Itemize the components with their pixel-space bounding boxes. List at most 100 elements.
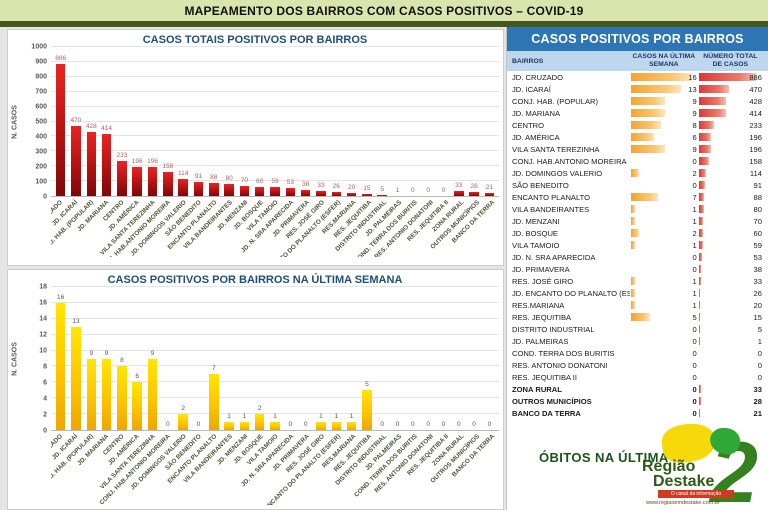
total-cases-cell: 196 [698, 143, 763, 155]
bar-value-label: 38 [302, 181, 310, 189]
total-data-bar [698, 384, 701, 394]
week-cases-value: 0 [692, 324, 697, 334]
bar-slot: 0 [421, 287, 436, 430]
week-data-bar [630, 240, 635, 250]
bar [270, 187, 280, 196]
bar-slot: 0 [298, 287, 313, 430]
bar-slot: 0 [390, 287, 405, 430]
total-cases-value: 470 [749, 84, 762, 94]
bar-slot: 5 [375, 47, 390, 196]
total-cases-value: 158 [749, 156, 762, 166]
y-axis-tick: 300 [35, 148, 47, 156]
bar [377, 195, 387, 196]
bar [316, 191, 326, 196]
bairro-name: JD. BOSQUE [512, 228, 558, 238]
week-cases-cell: 2 [630, 167, 698, 179]
bairro-name: JD. ICARAÍ [512, 84, 551, 94]
bar-value-label: 0 [411, 187, 415, 194]
page-header: MAPEAMENTO DOS BAIRROS COM CASOS POSITIV… [0, 0, 768, 21]
bar-value-label: 196 [131, 157, 143, 165]
y-axis-tick: 0 [43, 193, 47, 201]
bar [117, 366, 127, 430]
bairro-name: JD. N. SRA APARECIDA [512, 252, 596, 262]
logo-website: www.regiaoemdestake.com.br [646, 500, 720, 506]
total-cases-cell: 0 [698, 371, 763, 383]
bar-slot: 53 [283, 47, 298, 196]
bairro-name: JD. PRIMAVERA [512, 264, 570, 274]
bar-value-label: 0 [395, 421, 400, 428]
y-axis-tick: 0 [43, 427, 47, 435]
bar [454, 191, 464, 196]
table-row: COND. TERRA DOS BURITIS 0 0 [507, 347, 768, 359]
bar [346, 193, 357, 196]
total-data-bar [698, 288, 701, 298]
total-cases-value: 428 [749, 96, 762, 106]
gridline [51, 349, 499, 351]
week-cases-value: 0 [692, 384, 697, 394]
gridline [51, 60, 499, 62]
bar [71, 326, 81, 430]
bar-slot: 114 [176, 47, 191, 196]
week-data-bar [630, 132, 654, 142]
plot: 16 13 9 9 8 6 9 0 2 0 7 1 1 2 1 0 0 1 1 1 5 0 0 0 0 0 0 0 0 [51, 286, 499, 431]
total-data-bar [698, 396, 701, 406]
total-cases-value: 28 [753, 396, 762, 406]
bar-slot: 1 [313, 287, 328, 430]
bairro-name: COND. TERRA DOS BURITIS [512, 348, 615, 358]
bar-slot: 0 [405, 47, 420, 196]
footer-area: ÓBITOS NA ÚLTIMA 2 Região Destake O cana… [507, 419, 768, 510]
bar-slot: 1 [237, 287, 252, 430]
bar-slot: 38 [298, 47, 313, 196]
gridline [51, 381, 499, 383]
week-cases-cell: 1 [630, 287, 698, 299]
logo-word-regiao: Região [642, 458, 696, 475]
bar-slot: 1 [390, 47, 405, 196]
total-data-bar [698, 300, 701, 310]
total-cases-cell: 26 [698, 287, 763, 299]
bar [178, 179, 188, 196]
bar-slot: 196 [130, 47, 145, 196]
bairro-name: JD. CRUZADO [512, 72, 564, 82]
chart-week-cases-panel: CASOS POSITIVOS POR BAIRROS NA ÚLTIMA SE… [7, 269, 504, 510]
total-data-bar [698, 144, 712, 154]
gridline [51, 135, 499, 137]
table-row: CONJ. HAB. (POPULAR) 9 428 [507, 95, 768, 107]
week-cases-value: 5 [692, 312, 697, 322]
bar-value-label: 158 [162, 163, 174, 171]
total-cases-cell: 33 [698, 275, 763, 287]
bairro-name: CONJ. HAB.ANTONIO MOREIRA [512, 156, 627, 166]
bairro-name: RES. JEQUITIBA II [512, 372, 577, 382]
bar-value-label: 414 [101, 125, 113, 133]
bar [224, 422, 234, 430]
bar [147, 166, 158, 196]
total-cases-cell: 70 [698, 215, 763, 227]
bar-value-label: 0 [426, 421, 430, 428]
bar-value-label: 886 [55, 55, 67, 62]
bar-slot: 9 [145, 287, 160, 430]
total-cases-cell: 80 [698, 203, 763, 215]
bar-slot: 91 [191, 47, 206, 196]
bar [101, 134, 112, 196]
bar [132, 382, 142, 430]
bar-value-label: 5 [380, 186, 385, 194]
bairro-name: JD. ENCANTO DO PLANALTO (ESFER [512, 288, 630, 298]
bar-value-label: 470 [70, 116, 82, 124]
bar-value-label: 33 [317, 182, 325, 190]
bar-value-label: 1 [349, 413, 354, 421]
bar-value-label: 53 [286, 179, 294, 187]
bar-slot: 9 [84, 287, 99, 430]
week-cases-cell: 0 [630, 407, 698, 419]
bar-value-label: 114 [177, 170, 189, 178]
total-cases-cell: 470 [698, 83, 763, 95]
bar-value-label: 1 [227, 413, 231, 421]
total-cases-cell: 428 [698, 95, 763, 107]
bar-value-label: 8 [120, 357, 124, 365]
chart-total-cases-title: CASOS TOTAIS POSITIVOS POR BAIRROS [142, 34, 368, 46]
total-cases-value: 0 [757, 348, 762, 358]
total-data-bar [698, 276, 701, 286]
total-cases-value: 0 [757, 372, 762, 382]
table-title: CASOS POSITIVOS POR BAIRROS [507, 27, 768, 51]
total-data-bar [698, 132, 712, 142]
y-axis-tick: 200 [35, 163, 47, 171]
bar-slot: 1 [221, 287, 236, 430]
